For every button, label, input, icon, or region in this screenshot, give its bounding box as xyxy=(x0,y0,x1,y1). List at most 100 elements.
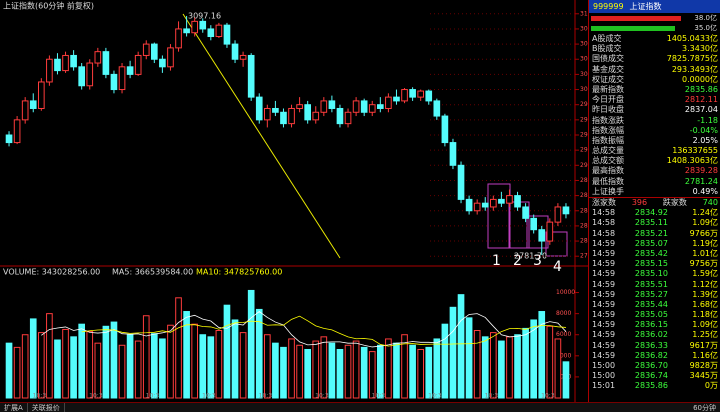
volume-bar xyxy=(385,338,392,399)
value: 136337655 xyxy=(672,146,718,156)
candle-body xyxy=(199,20,207,30)
label: 昨日收盘 xyxy=(592,105,624,115)
stat-row: 国债成交 7825.7875亿 xyxy=(589,54,720,64)
x-tick-label: 10:30 xyxy=(428,393,445,400)
candle-body xyxy=(368,104,376,113)
candle-body xyxy=(417,90,425,98)
trade-row: 14:59 2835.05 1.18亿 xyxy=(589,310,720,320)
candle-body xyxy=(102,51,110,75)
candle-body xyxy=(465,198,473,212)
stat-row: 最低指数 2781.24 xyxy=(589,177,720,187)
stat-row: 今日开盘 2812.11 xyxy=(589,95,720,105)
value: -1.18 xyxy=(697,115,718,125)
candle-body xyxy=(433,100,441,117)
volume-bar xyxy=(514,334,521,399)
volume-bar xyxy=(449,306,457,399)
value: 3.3430亿 xyxy=(682,44,718,54)
volume-bar xyxy=(457,294,465,399)
chart: 上证指数(60分钟 前复权) 3097.16 2781.70 1 2 3 4 V… xyxy=(0,0,595,402)
label: 跌家数 xyxy=(662,198,687,207)
time: 14:58 xyxy=(592,228,616,238)
y-tick-label: 2860 xyxy=(580,192,588,199)
value: 396 xyxy=(631,198,648,207)
volume-bar xyxy=(296,344,303,399)
time: 14:59 xyxy=(592,310,616,320)
volume-bar xyxy=(360,346,368,399)
candle-body xyxy=(118,66,126,91)
trade-row: 14:59 2835.07 1.19亿 xyxy=(589,239,720,249)
trade-row: 14:59 2836.33 9617万 xyxy=(589,341,720,351)
trade-row: 15:00 2836.74 3445万 xyxy=(589,371,720,381)
stat-row: 最新指数 2835.86 xyxy=(589,85,720,95)
volume-bar xyxy=(328,342,336,399)
candle-body xyxy=(401,89,408,102)
volume-bar xyxy=(255,308,263,399)
volume-bar xyxy=(376,344,384,399)
name: 上证指数 xyxy=(629,2,662,11)
x-tick-label: 10:30 xyxy=(485,393,502,400)
value: -0.04% xyxy=(689,125,718,135)
candle-body xyxy=(239,54,247,60)
x-tick-label: 10:30 xyxy=(372,393,389,400)
y-tick-label: 2800 xyxy=(580,238,588,245)
candle-body xyxy=(223,24,231,45)
y-tick-label: 6000 xyxy=(556,331,571,338)
volume: 1.01亿 xyxy=(692,248,718,258)
trade-row: 14:59 2835.10 1.59亿 xyxy=(589,269,720,279)
period[interactable]: 60分钟 xyxy=(693,404,716,412)
candle-body xyxy=(385,96,392,109)
footer: 扩展A 关联报价 60分钟 xyxy=(0,402,720,412)
candle-body xyxy=(304,104,312,121)
candle-body xyxy=(554,206,562,223)
volume-bar xyxy=(368,351,376,399)
y-tick-label: 2880 xyxy=(580,177,588,184)
candle-body xyxy=(360,100,368,113)
candle-body xyxy=(62,54,69,72)
trade-row: 14:58 2835.11 1.09亿 xyxy=(589,218,720,228)
y-tick-label: 3080 xyxy=(580,25,588,32)
volume-bar xyxy=(223,304,231,399)
value: 0.49% xyxy=(692,186,718,196)
trade-row: 14:59 2836.02 1.25亿 xyxy=(589,330,720,340)
candle-body xyxy=(425,90,433,102)
volume-bar xyxy=(272,342,279,399)
trade-row: 14:59 2835.15 9756万 xyxy=(589,259,720,269)
volume-bar xyxy=(473,330,481,399)
volume: 1.09亿 xyxy=(692,218,718,228)
volume-label: MA5: 366539584.00 xyxy=(112,268,193,277)
trade-row: 14:59 2835.27 1.39亿 xyxy=(589,290,720,300)
volume-bar xyxy=(352,340,360,399)
price: 2835.07 xyxy=(634,238,668,248)
x-tick-label: 10:30 xyxy=(33,393,50,400)
volume-bar xyxy=(207,336,215,399)
time: 14:59 xyxy=(592,259,616,269)
candle-body xyxy=(489,198,497,208)
volume: 1.18亿 xyxy=(692,310,718,320)
price: 2835.27 xyxy=(634,289,668,299)
y-tick-label: 2820 xyxy=(580,222,588,229)
volume-bar xyxy=(150,333,158,399)
value: 1405.0433亿 xyxy=(666,34,718,43)
candle-body xyxy=(159,58,166,68)
annotation: 3 xyxy=(533,253,542,269)
volume-bar xyxy=(481,336,489,399)
volume-bar xyxy=(110,321,118,399)
value: 2.05% xyxy=(692,135,718,145)
tab[interactable]: 关联报价 xyxy=(28,403,65,412)
candle-body xyxy=(54,58,61,72)
volume-bar xyxy=(489,332,497,399)
volume-bar xyxy=(320,336,328,399)
candle-body xyxy=(183,28,190,34)
volume-bar xyxy=(183,311,190,399)
label: 总成交额 xyxy=(592,156,624,166)
trade-row: 14:59 2835.42 1.01亿 xyxy=(589,249,720,259)
chart-title: 上证指数(60分钟 前复权) xyxy=(3,1,94,11)
label: 最新指数 xyxy=(592,84,624,94)
candle-body xyxy=(86,62,94,87)
label: 指数涨跌 xyxy=(592,115,624,125)
time: 14:59 xyxy=(592,340,616,350)
candle-body xyxy=(280,111,287,125)
candle-body xyxy=(134,54,142,75)
time: 15:01 xyxy=(592,381,616,391)
tab[interactable]: 扩展A xyxy=(0,403,28,412)
